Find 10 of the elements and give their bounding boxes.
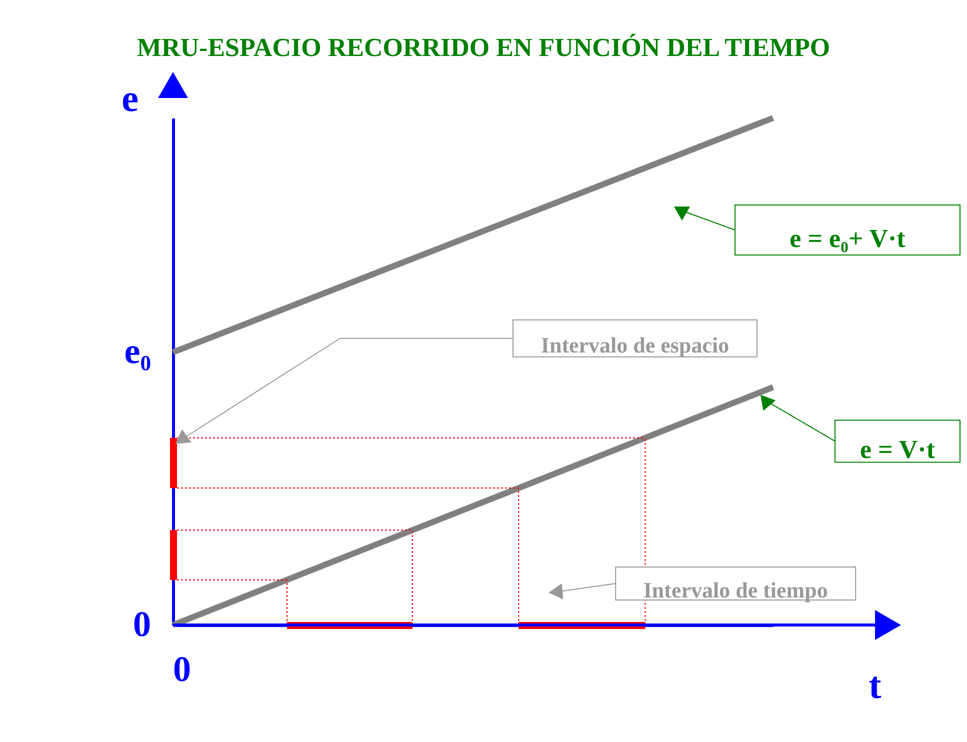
text: e = V·t xyxy=(860,435,936,464)
y-axis-title: e xyxy=(122,78,138,120)
text: 0 xyxy=(173,649,191,689)
x-axis-title: t xyxy=(868,665,882,707)
text: e = e₀+ V·t xyxy=(790,224,906,253)
annotation: Intervalo de tiempo xyxy=(643,578,828,602)
chart-title: MRU-ESPACIO RECORRIDO EN FUNCIÓN DEL TIEMPO xyxy=(136,33,830,62)
annotation: e₀ xyxy=(124,331,151,372)
annotation: Intervalo de espacio xyxy=(540,332,730,358)
annotation: 0 xyxy=(133,604,151,644)
